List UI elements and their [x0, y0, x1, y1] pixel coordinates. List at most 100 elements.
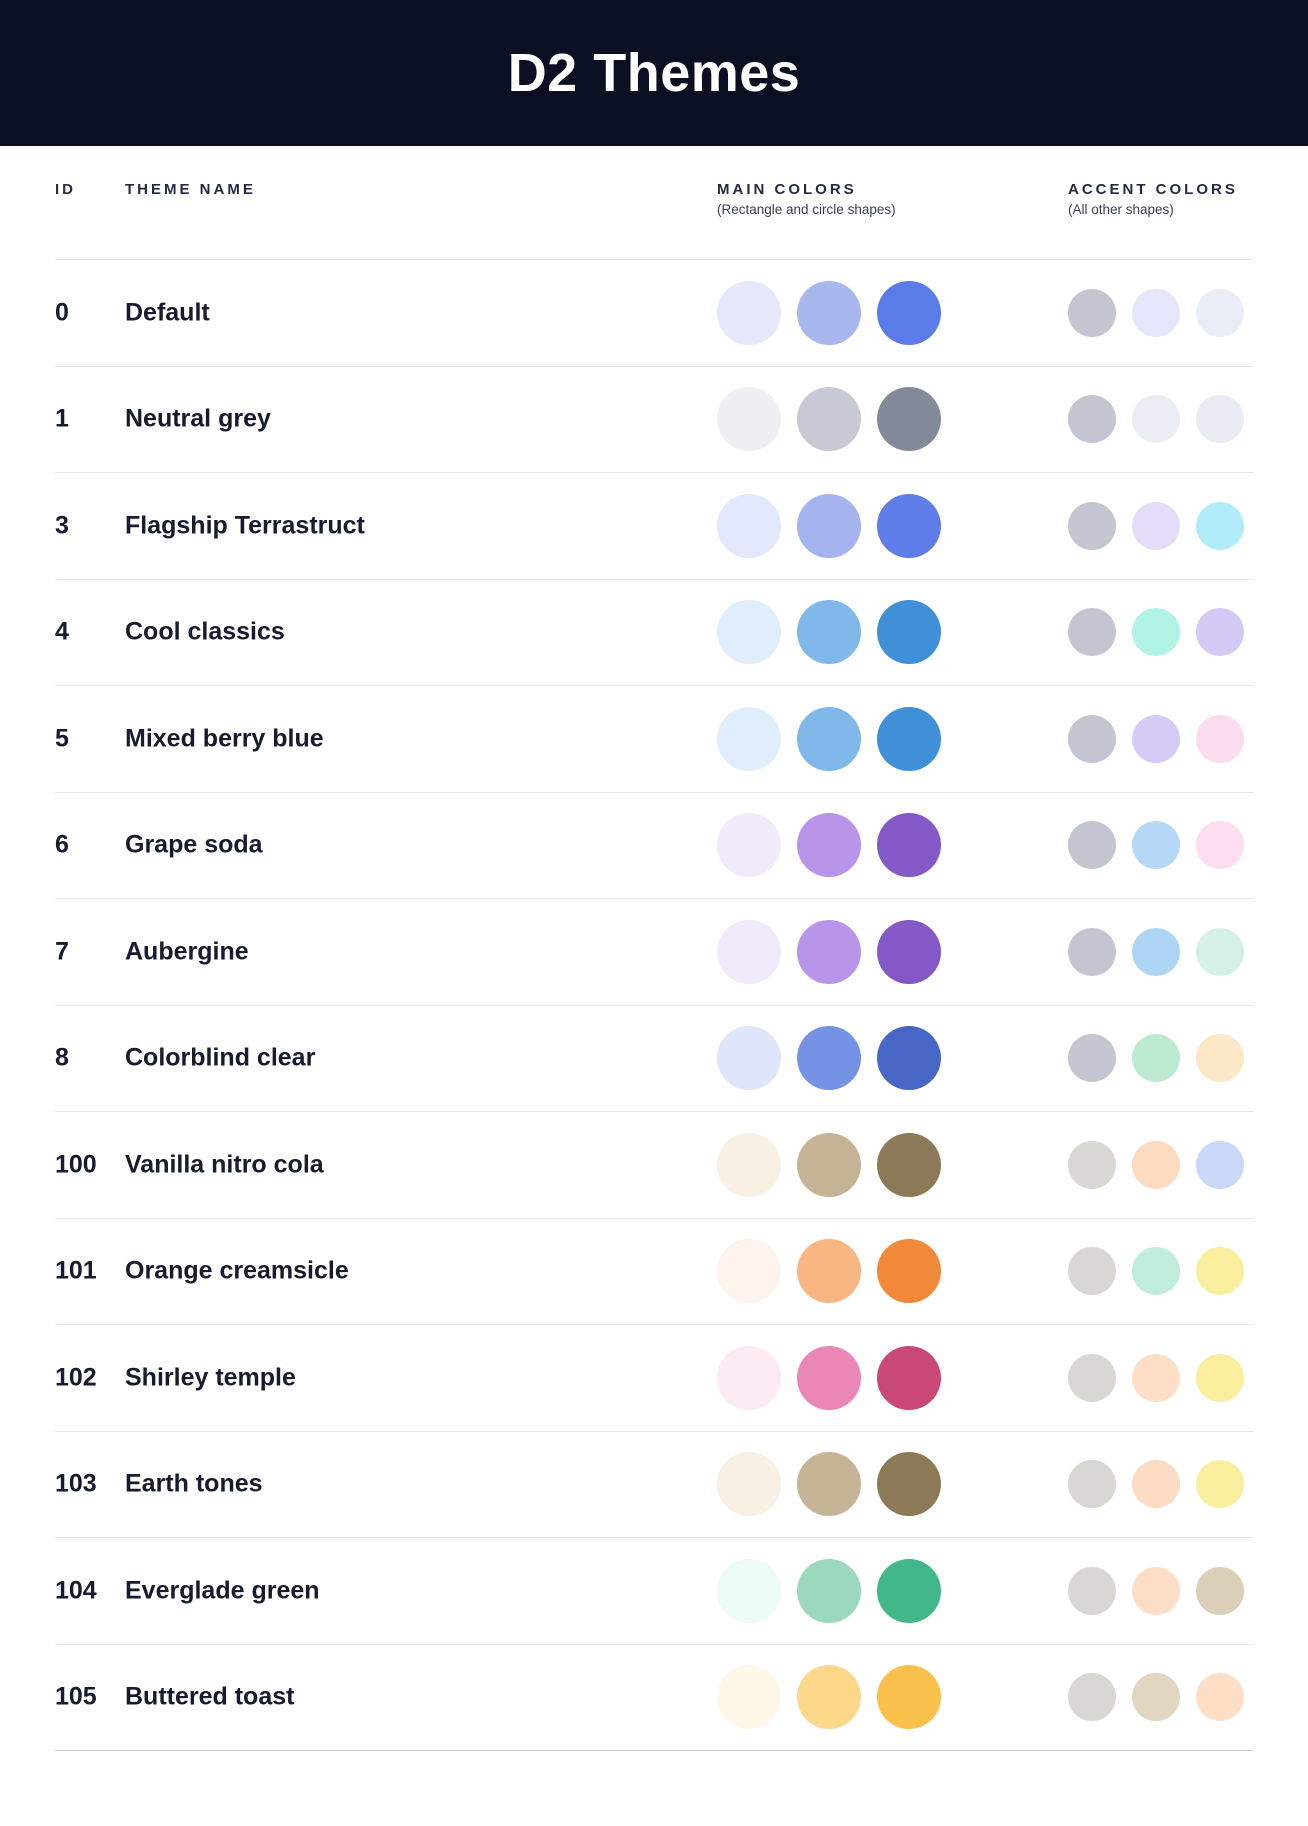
- accent-color-swatch: [1196, 1460, 1244, 1509]
- theme-name: Grape soda: [125, 830, 263, 859]
- theme-name: Cool classics: [125, 617, 285, 646]
- theme-rows: 0 Default 1 Neutral grey 3 Flagship Terrastru…: [55, 260, 1253, 1751]
- accent-color-swatch: [1132, 821, 1180, 870]
- main-color-swatch: [717, 387, 781, 452]
- accent-color-swatch: [1068, 821, 1116, 870]
- accent-color-swatch: [1068, 608, 1116, 657]
- main-color-swatch: [797, 1665, 861, 1730]
- main-color-swatch: [877, 280, 941, 345]
- accent-color-swatch: [1196, 1673, 1244, 1722]
- accent-color-swatches: [1068, 1353, 1244, 1402]
- main-color-swatch: [877, 1239, 941, 1304]
- accent-color-swatch: [1196, 288, 1244, 337]
- main-color-swatch: [717, 706, 781, 771]
- main-color-swatch: [877, 813, 941, 878]
- accent-color-swatch: [1068, 1247, 1116, 1296]
- accent-colors-sublabel: (All other shapes): [1068, 202, 1174, 217]
- accent-color-swatch: [1132, 608, 1180, 657]
- main-color-swatch: [717, 1026, 781, 1091]
- theme-name: Vanilla nitro cola: [125, 1150, 324, 1179]
- theme-row: 6 Grape soda: [55, 793, 1253, 899]
- theme-id: 1: [55, 404, 69, 433]
- main-color-swatch: [797, 1026, 861, 1091]
- accent-color-swatch: [1196, 1247, 1244, 1296]
- accent-color-swatches: [1068, 821, 1244, 870]
- column-header-accent-colors: ACCENT COLORS (All other shapes): [1068, 182, 1238, 218]
- main-color-swatches: [717, 813, 941, 878]
- accent-color-swatch: [1132, 1034, 1180, 1083]
- accent-color-swatch: [1132, 395, 1180, 444]
- main-color-swatch: [797, 813, 861, 878]
- theme-name: Orange creamsicle: [125, 1256, 349, 1285]
- main-color-swatches: [717, 1239, 941, 1304]
- main-color-swatch: [717, 1665, 781, 1730]
- main-color-swatch: [717, 1345, 781, 1410]
- accent-color-swatch: [1132, 1460, 1180, 1509]
- accent-color-swatch: [1068, 1034, 1116, 1083]
- accent-color-swatch: [1132, 1140, 1180, 1189]
- theme-row: 4 Cool classics: [55, 580, 1253, 686]
- theme-name: Mixed berry blue: [125, 724, 324, 753]
- main-color-swatch: [797, 600, 861, 665]
- column-header-theme-name: THEME NAME: [125, 181, 256, 198]
- main-color-swatch: [717, 813, 781, 878]
- accent-color-swatches: [1068, 1140, 1244, 1189]
- theme-name: Earth tones: [125, 1469, 263, 1498]
- theme-id: 4: [55, 617, 69, 646]
- column-header-id: ID: [55, 181, 76, 198]
- theme-row: 101 Orange creamsicle: [55, 1219, 1253, 1325]
- accent-color-swatch: [1068, 501, 1116, 550]
- main-color-swatches: [717, 1345, 941, 1410]
- main-color-swatch: [877, 1665, 941, 1730]
- accent-colors-label: ACCENT COLORS: [1068, 181, 1238, 198]
- main-color-swatch: [717, 1558, 781, 1623]
- accent-color-swatch: [1132, 1673, 1180, 1722]
- accent-color-swatch: [1132, 288, 1180, 337]
- theme-name: Everglade green: [125, 1576, 320, 1605]
- column-header-main-colors: MAIN COLORS (Rectangle and circle shapes…: [717, 182, 896, 218]
- theme-row: 0 Default: [55, 260, 1253, 367]
- main-color-swatches: [717, 919, 941, 984]
- accent-color-swatch: [1132, 501, 1180, 550]
- theme-name: Shirley temple: [125, 1363, 296, 1392]
- accent-color-swatch: [1196, 1140, 1244, 1189]
- accent-color-swatch: [1068, 1140, 1116, 1189]
- accent-color-swatch: [1068, 1566, 1116, 1615]
- theme-id: 3: [55, 511, 69, 540]
- theme-id: 7: [55, 937, 69, 966]
- accent-color-swatch: [1068, 1673, 1116, 1722]
- main-color-swatch: [797, 919, 861, 984]
- accent-color-swatch: [1196, 1034, 1244, 1083]
- theme-id: 5: [55, 724, 69, 753]
- main-color-swatches: [717, 280, 941, 345]
- main-color-swatches: [717, 600, 941, 665]
- theme-id: 104: [55, 1576, 97, 1605]
- accent-color-swatch: [1196, 927, 1244, 976]
- main-color-swatches: [717, 387, 941, 452]
- main-color-swatch: [877, 1558, 941, 1623]
- main-color-swatch: [877, 1026, 941, 1091]
- theme-id: 102: [55, 1363, 97, 1392]
- main-color-swatch: [797, 1132, 861, 1197]
- accent-color-swatch: [1196, 395, 1244, 444]
- accent-color-swatch: [1132, 1247, 1180, 1296]
- page-header: D2 Themes: [0, 0, 1308, 146]
- main-color-swatch: [877, 1132, 941, 1197]
- theme-row: 5 Mixed berry blue: [55, 686, 1253, 793]
- main-color-swatch: [797, 1239, 861, 1304]
- accent-color-swatches: [1068, 927, 1244, 976]
- main-color-swatch: [717, 493, 781, 558]
- accent-color-swatch: [1068, 714, 1116, 763]
- main-color-swatch: [717, 1452, 781, 1517]
- main-colors-label: MAIN COLORS: [717, 181, 857, 198]
- accent-color-swatch: [1132, 1566, 1180, 1615]
- accent-color-swatches: [1068, 1034, 1244, 1083]
- main-color-swatch: [717, 1132, 781, 1197]
- theme-name: Default: [125, 298, 210, 327]
- theme-name: Aubergine: [125, 937, 249, 966]
- main-color-swatch: [877, 919, 941, 984]
- theme-id: 103: [55, 1469, 97, 1498]
- accent-color-swatches: [1068, 1247, 1244, 1296]
- main-color-swatch: [797, 1345, 861, 1410]
